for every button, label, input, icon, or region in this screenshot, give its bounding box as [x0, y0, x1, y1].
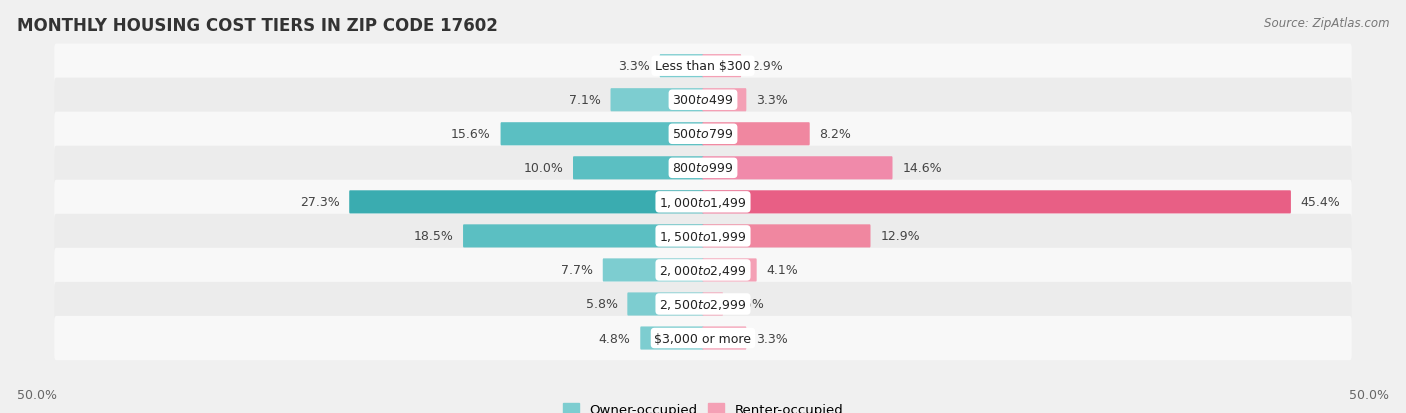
FancyBboxPatch shape [574, 157, 703, 180]
Text: 15.6%: 15.6% [451, 128, 491, 141]
FancyBboxPatch shape [640, 327, 703, 350]
FancyBboxPatch shape [55, 248, 1351, 292]
Text: MONTHLY HOUSING COST TIERS IN ZIP CODE 17602: MONTHLY HOUSING COST TIERS IN ZIP CODE 1… [17, 17, 498, 34]
FancyBboxPatch shape [349, 191, 703, 214]
FancyBboxPatch shape [55, 78, 1351, 123]
Legend: Owner-occupied, Renter-occupied: Owner-occupied, Renter-occupied [562, 403, 844, 413]
Text: $500 to $799: $500 to $799 [672, 128, 734, 141]
FancyBboxPatch shape [55, 112, 1351, 157]
FancyBboxPatch shape [603, 259, 703, 282]
FancyBboxPatch shape [703, 123, 810, 146]
FancyBboxPatch shape [55, 146, 1351, 190]
Text: 5.8%: 5.8% [586, 298, 617, 311]
Text: 7.7%: 7.7% [561, 264, 593, 277]
FancyBboxPatch shape [627, 293, 703, 316]
Text: 10.0%: 10.0% [523, 162, 564, 175]
Text: 50.0%: 50.0% [1350, 388, 1389, 401]
Text: $800 to $999: $800 to $999 [672, 162, 734, 175]
FancyBboxPatch shape [55, 180, 1351, 224]
Text: 4.8%: 4.8% [599, 332, 630, 345]
FancyBboxPatch shape [55, 282, 1351, 326]
FancyBboxPatch shape [703, 89, 747, 112]
FancyBboxPatch shape [501, 123, 703, 146]
Text: 1.5%: 1.5% [733, 298, 765, 311]
Text: $1,000 to $1,499: $1,000 to $1,499 [659, 195, 747, 209]
Text: 45.4%: 45.4% [1301, 196, 1340, 209]
FancyBboxPatch shape [610, 89, 703, 112]
Text: 3.3%: 3.3% [756, 94, 787, 107]
Text: 8.2%: 8.2% [820, 128, 851, 141]
FancyBboxPatch shape [703, 327, 747, 350]
Text: 27.3%: 27.3% [299, 196, 339, 209]
FancyBboxPatch shape [55, 214, 1351, 259]
Text: Source: ZipAtlas.com: Source: ZipAtlas.com [1264, 17, 1389, 29]
Text: $2,500 to $2,999: $2,500 to $2,999 [659, 297, 747, 311]
Text: 4.1%: 4.1% [766, 264, 799, 277]
Text: 14.6%: 14.6% [903, 162, 942, 175]
FancyBboxPatch shape [55, 316, 1351, 360]
FancyBboxPatch shape [703, 157, 893, 180]
Text: 7.1%: 7.1% [569, 94, 600, 107]
FancyBboxPatch shape [463, 225, 703, 248]
FancyBboxPatch shape [659, 55, 703, 78]
FancyBboxPatch shape [703, 191, 1291, 214]
FancyBboxPatch shape [703, 55, 741, 78]
FancyBboxPatch shape [55, 45, 1351, 89]
Text: 3.3%: 3.3% [756, 332, 787, 345]
FancyBboxPatch shape [703, 293, 723, 316]
Text: $300 to $499: $300 to $499 [672, 94, 734, 107]
Text: 2.9%: 2.9% [751, 60, 783, 73]
Text: $3,000 or more: $3,000 or more [655, 332, 751, 345]
Text: Less than $300: Less than $300 [655, 60, 751, 73]
Text: $2,000 to $2,499: $2,000 to $2,499 [659, 263, 747, 277]
Text: 12.9%: 12.9% [880, 230, 920, 243]
Text: 50.0%: 50.0% [17, 388, 56, 401]
Text: $1,500 to $1,999: $1,500 to $1,999 [659, 229, 747, 243]
FancyBboxPatch shape [703, 259, 756, 282]
Text: 3.3%: 3.3% [619, 60, 650, 73]
FancyBboxPatch shape [703, 225, 870, 248]
Text: 18.5%: 18.5% [413, 230, 453, 243]
